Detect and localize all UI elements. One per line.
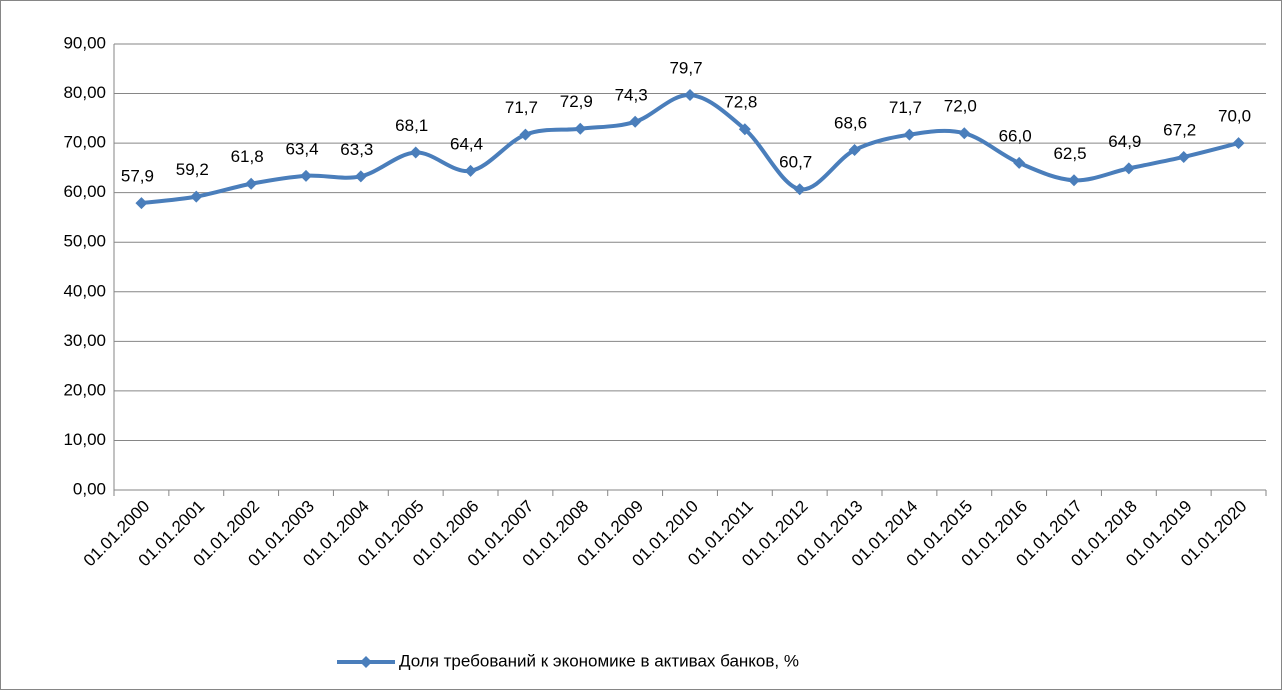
marker (684, 89, 696, 102)
marker (738, 123, 751, 136)
data-label: 64,9 (1108, 132, 1141, 151)
data-label: 70,0 (1218, 107, 1251, 126)
data-label: 72,9 (560, 92, 593, 111)
y-tick-label: 10,00 (63, 430, 106, 449)
data-label: 59,2 (176, 160, 209, 179)
data-label: 60,7 (779, 153, 812, 172)
marker (409, 146, 422, 159)
marker (519, 128, 532, 141)
data-label: 71,7 (505, 98, 538, 117)
data-label: 72,0 (944, 97, 977, 116)
y-tick-label: 70,00 (63, 133, 106, 152)
data-label: 63,3 (340, 140, 373, 159)
y-tick-label: 40,00 (63, 281, 106, 300)
data-label: 64,4 (450, 134, 483, 153)
marker (1068, 174, 1080, 187)
y-tick-label: 20,00 (63, 380, 106, 399)
marker (354, 170, 367, 183)
data-label: 72,8 (724, 93, 757, 112)
y-tick-label: 80,00 (63, 83, 106, 102)
marker (629, 115, 642, 128)
data-label: 68,1 (395, 116, 428, 135)
y-tick-label: 60,00 (63, 182, 106, 201)
marker (190, 190, 203, 203)
marker (135, 197, 148, 210)
data-label: 79,7 (669, 59, 702, 78)
marker (1013, 156, 1026, 169)
data-label: 66,0 (999, 126, 1032, 145)
data-label: 68,6 (834, 114, 867, 133)
legend-marker (360, 656, 372, 668)
data-label: 63,4 (285, 139, 318, 158)
data-label: 62,5 (1053, 144, 1086, 163)
y-tick-label: 0,00 (73, 479, 106, 498)
legend-label: Доля требований к экономике в активах ба… (399, 651, 799, 670)
data-label: 71,7 (889, 98, 922, 117)
marker (793, 183, 806, 196)
data-label: 57,9 (121, 167, 154, 186)
data-label: 61,8 (231, 147, 264, 166)
marker (1122, 162, 1135, 175)
y-tick-label: 90,00 (63, 33, 106, 52)
marker (1177, 150, 1190, 163)
marker (958, 127, 971, 140)
y-tick-label: 50,00 (63, 232, 106, 251)
marker (848, 144, 861, 157)
data-label: 74,3 (615, 85, 648, 104)
marker (903, 128, 916, 141)
y-tick-label: 30,00 (63, 331, 106, 350)
marker (1232, 137, 1245, 150)
data-label: 67,2 (1163, 120, 1196, 139)
marker (245, 177, 258, 190)
marker (574, 122, 587, 135)
marker (464, 164, 477, 177)
marker (300, 169, 312, 182)
